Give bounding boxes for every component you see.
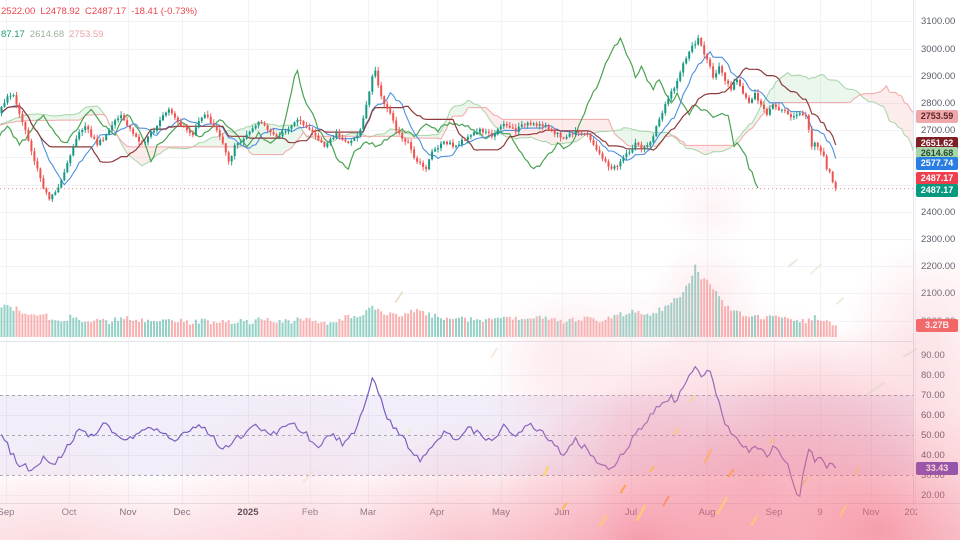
- time-tick-label: Feb: [301, 507, 319, 518]
- candle-bodies-up: [0, 38, 816, 200]
- price-badge-lagging-span: 2487.17: [916, 183, 958, 197]
- price-badge-base-line: 2651.62: [916, 137, 958, 150]
- time-tick-label: Sep: [765, 507, 783, 518]
- time-tick-label: Jun: [554, 507, 570, 518]
- price-pane: [0, 34, 914, 337]
- rsi-tick-label: 80.00: [921, 370, 945, 381]
- ohlc-close-value: C2487.17: [84, 6, 127, 17]
- price-tick-label: 2300.00: [921, 234, 956, 245]
- candle-bodies-down: [15, 38, 837, 200]
- rsi-tick-label: 40.00: [921, 450, 945, 461]
- volume-bars-up: [0, 264, 816, 337]
- time-tick-label: Apr: [429, 507, 445, 518]
- conversion-line-plot: [1, 50, 837, 186]
- time-tick-label: 9: [817, 507, 823, 518]
- time-tick-label: Mar: [359, 507, 377, 518]
- price-tick-label: 2700.00: [921, 125, 956, 137]
- ichimoku-legend-row: 87.17 2614.68 2753.59: [1, 28, 202, 42]
- ichimoku-value-1: 87.17: [1, 29, 25, 40]
- price-axis-border: [913, 0, 914, 503]
- rsi-tick-label: 90.00: [921, 350, 945, 361]
- pane-separator[interactable]: [0, 341, 913, 342]
- rsi-tick-label: 50.00: [921, 430, 945, 441]
- rsi-pane: [0, 365, 913, 498]
- volume-bars-down: [15, 278, 837, 337]
- ohlc-low-value: L2478.92: [40, 6, 80, 17]
- price-tick-label: 2200.00: [921, 261, 956, 273]
- symbol-legend[interactable]: 2522.00 L2478.92 C2487.17 -18.41 (-0.73%) 8…: [1, 5, 202, 51]
- price-badge-lead-a: 2614.68: [916, 147, 958, 160]
- ohlc-legend-row: 2522.00 L2478.92 C2487.17 -18.41 (-0.73%): [1, 5, 202, 19]
- time-tick-label: Sep: [0, 507, 15, 518]
- price-tick-label: 3000.00: [921, 43, 956, 55]
- time-tick-label: May: [492, 507, 510, 518]
- time-tick-label: Dec: [173, 507, 191, 518]
- ohlc-change-value: -18.41 (-0.73%): [131, 6, 198, 17]
- time-tick-label: Nov: [119, 507, 137, 518]
- time-tick-label: Jul: [624, 507, 638, 518]
- time-tick-label: Aug: [698, 507, 716, 518]
- time-tick-label: Oct: [61, 507, 77, 518]
- time-tick-label: Nov: [862, 507, 880, 518]
- time-tick-label: 2025: [237, 507, 259, 518]
- base-line-plot: [1, 67, 837, 163]
- price-tick-label: 2900.00: [921, 70, 956, 82]
- price-badge-lead-b: 2753.59: [916, 109, 958, 123]
- lead-b-line: [0, 84, 914, 156]
- price-badge-conversion-line: 2577.74: [916, 157, 958, 170]
- price-tick-label: 2400.00: [921, 206, 956, 218]
- rsi-tick-label: 20.00: [921, 490, 945, 501]
- time-axis[interactable]: Sep Oct Nov Dec 2025 Feb Mar Apr May Jun Jul Aug Sep…: [0, 503, 917, 540]
- ichimoku-value-3: 2753.59: [69, 29, 104, 40]
- price-tick-label: 3100.00: [921, 16, 956, 28]
- price-tick-label: 2100.00: [921, 288, 956, 300]
- ohlc-high-value: 2522.00: [1, 6, 36, 17]
- price-badge-last-price: 2487.17: [916, 172, 958, 185]
- volume-value-badge: 3.27B: [916, 318, 958, 332]
- ichimoku-cloud-bullish: [0, 72, 860, 155]
- rsi-value-badge: 33.43: [916, 461, 958, 475]
- price-tick-label: 2800.00: [921, 98, 956, 109]
- rsi-tick-label: 60.00: [921, 410, 945, 421]
- time-tick-label: 2026: [904, 507, 917, 518]
- rsi-tick-label: 70.00: [921, 390, 945, 401]
- lagging-span-line: [0, 36, 759, 189]
- ichimoku-value-2: 2614.68: [29, 29, 65, 40]
- lead-a-line: [0, 71, 914, 167]
